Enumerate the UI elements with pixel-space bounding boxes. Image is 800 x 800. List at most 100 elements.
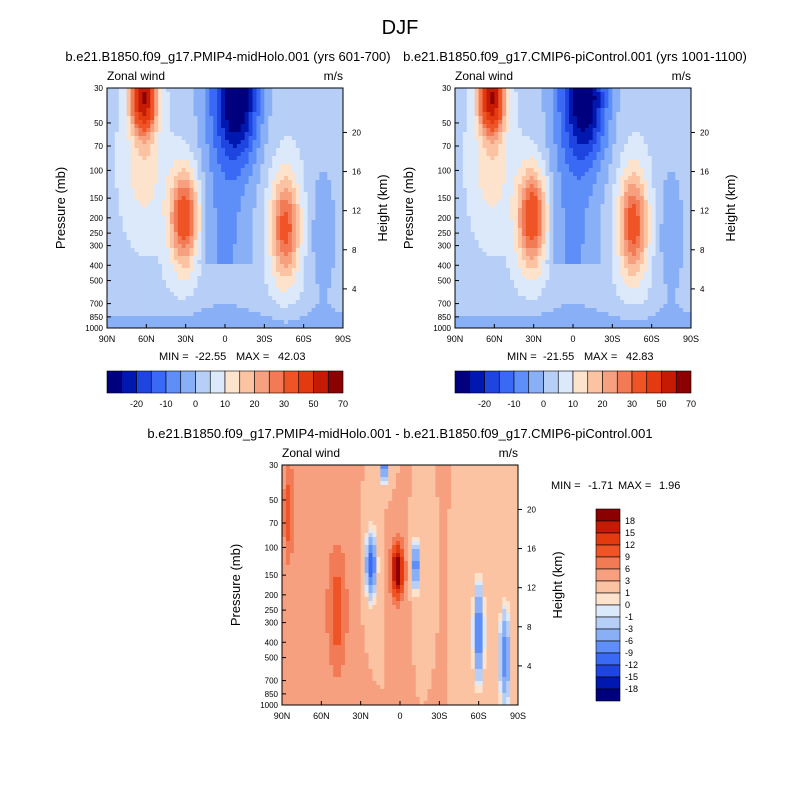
contour-cell <box>295 316 301 321</box>
contour-cell <box>592 156 598 161</box>
contour-cell <box>193 264 199 269</box>
contour-cell <box>166 308 171 313</box>
contour-cell <box>221 144 226 149</box>
contour-cell <box>584 112 590 117</box>
contour-cell <box>118 224 124 229</box>
contour-cell <box>185 260 191 265</box>
contour-cell <box>130 320 136 325</box>
contour-cell <box>580 136 586 141</box>
contour-cell <box>181 192 187 197</box>
contour-cell <box>256 168 261 173</box>
contour-cell <box>201 92 206 97</box>
contour-cell <box>126 144 132 149</box>
contour-cell <box>323 176 328 181</box>
contour-cell <box>221 148 226 153</box>
contour-cell <box>221 160 226 165</box>
contour-cell <box>189 240 195 245</box>
contour-cell <box>134 232 140 237</box>
contour-cell <box>181 116 187 121</box>
contour-cell <box>323 188 328 193</box>
contour-cell <box>280 92 285 97</box>
contour-cell <box>126 124 132 129</box>
contour-cell <box>628 152 633 157</box>
contour-cell <box>256 292 261 297</box>
contour-cell <box>679 132 684 137</box>
contour-cell <box>474 132 480 137</box>
contour-cell <box>276 252 281 257</box>
contour-cell <box>232 112 238 117</box>
contour-cell <box>213 324 218 328</box>
contour-cell <box>252 92 258 97</box>
contour-cell <box>299 300 305 305</box>
contour-cell <box>455 124 460 129</box>
contour-cell <box>256 268 261 273</box>
contour-cell <box>458 152 464 157</box>
contour-cell <box>299 236 305 241</box>
contour-cell <box>335 296 340 301</box>
contour-cell <box>635 104 641 109</box>
contour-cell <box>335 264 340 269</box>
contour-cell <box>260 164 265 169</box>
contour-cell <box>110 292 116 297</box>
contour-cell <box>134 204 140 209</box>
contour-cell <box>295 180 301 185</box>
contour-cell <box>205 220 210 225</box>
contour-cell <box>679 136 684 141</box>
contour-cell <box>628 128 633 133</box>
contour-cell <box>232 120 238 125</box>
contour-cell <box>331 240 336 245</box>
contour-cell <box>514 156 519 161</box>
height-tick-label: 4 <box>352 285 357 294</box>
contour-cell <box>466 148 472 153</box>
contour-cell <box>561 92 566 97</box>
contour-cell <box>264 88 269 93</box>
contour-cell <box>315 288 320 293</box>
contour-cell <box>244 240 250 245</box>
contour-cell <box>284 288 289 293</box>
contour-cell <box>201 200 206 205</box>
contour-cell <box>280 124 285 129</box>
contour-cell <box>181 296 187 301</box>
contour-cell <box>173 176 179 181</box>
contour-cell <box>138 120 143 125</box>
contour-cell <box>303 100 309 105</box>
contour-cell <box>272 176 277 181</box>
contour-cell <box>311 292 317 297</box>
contour-cell <box>138 172 143 177</box>
contour-cell <box>592 112 598 117</box>
contour-cell <box>455 132 460 137</box>
contour-cell <box>319 128 324 133</box>
contour-cell <box>284 92 289 97</box>
contour-cell <box>217 196 222 201</box>
contour-cell <box>209 152 214 157</box>
contour-cell <box>470 108 476 113</box>
contour-cell <box>122 112 128 117</box>
contour-cell <box>256 128 261 133</box>
contour-cell <box>474 164 480 169</box>
contour-cell <box>624 108 629 113</box>
contour-cell <box>486 92 491 97</box>
contour-cell <box>525 164 531 169</box>
contour-cell <box>498 152 503 157</box>
contour-cell <box>236 256 242 261</box>
contour-cell <box>134 208 140 213</box>
contour-cell <box>240 124 246 129</box>
contour-cell <box>162 296 167 301</box>
contour-cell <box>327 136 332 141</box>
contour-cell <box>287 300 293 305</box>
contour-cell <box>561 96 566 101</box>
contour-cell <box>647 88 653 93</box>
contour-cell <box>510 156 515 161</box>
contour-cell <box>197 136 202 141</box>
contour-cell <box>311 88 317 93</box>
contour-cell <box>573 104 578 109</box>
contour-cell <box>138 296 143 301</box>
contour-cell <box>177 144 183 149</box>
contour-cell <box>185 156 191 161</box>
contour-cell <box>335 100 340 105</box>
contour-cell <box>339 228 343 233</box>
contour-cell <box>126 240 132 245</box>
contour-cell <box>683 124 688 129</box>
contour-cell <box>592 144 598 149</box>
contour-cell <box>307 256 313 261</box>
